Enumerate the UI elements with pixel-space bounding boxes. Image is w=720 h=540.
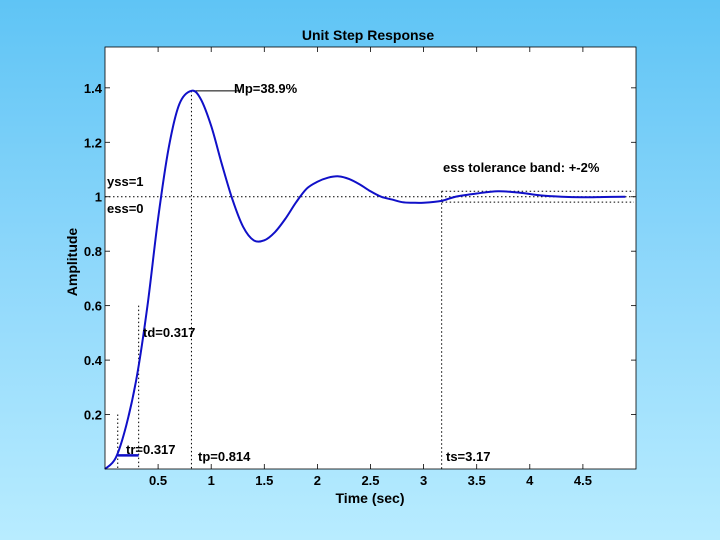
plot-frame [104,46,637,470]
x-tick-label: 4.5 [574,473,592,488]
y-axis-label: Amplitude [64,228,80,297]
chart-title: Unit Step Response [302,27,434,43]
annotation-tolerance-band: ess tolerance band: +-2% [443,160,600,175]
y-tick-label: 1 [95,190,102,205]
step-response-line [104,89,626,470]
x-tick-label: 4 [526,473,534,488]
annotation-tr: tr=0.317 [126,442,176,457]
x-tick-label: 3 [420,473,427,488]
x-tick-label: 2.5 [361,473,379,488]
chart-marks [104,47,636,470]
x-tick-label: 1.5 [255,473,273,488]
y-tick-label: 0.2 [84,408,102,423]
y-tick-label: 0.8 [84,244,102,259]
x-tick-label: 0.5 [149,473,167,488]
annotation-yss: yss=1 [107,174,144,189]
y-tick-label: 0.6 [84,299,102,314]
y-tick-label: 0.4 [84,353,103,368]
annotation-ts: ts=3.17 [446,449,490,464]
plot-area [105,47,636,469]
y-tick-label: 1.2 [84,135,102,150]
annotation-tp: tp=0.814 [198,449,251,464]
y-tick-label: 1.4 [84,81,103,96]
x-tick-label: 1 [208,473,215,488]
annotation-ess: ess=0 [107,201,144,216]
annotation-td: td=0.317 [143,325,195,340]
x-tick-label: 3.5 [468,473,486,488]
x-tick-label: 2 [314,473,321,488]
x-axis-label: Time (sec) [336,490,405,506]
annotation-mp: Mp=38.9% [234,81,298,96]
